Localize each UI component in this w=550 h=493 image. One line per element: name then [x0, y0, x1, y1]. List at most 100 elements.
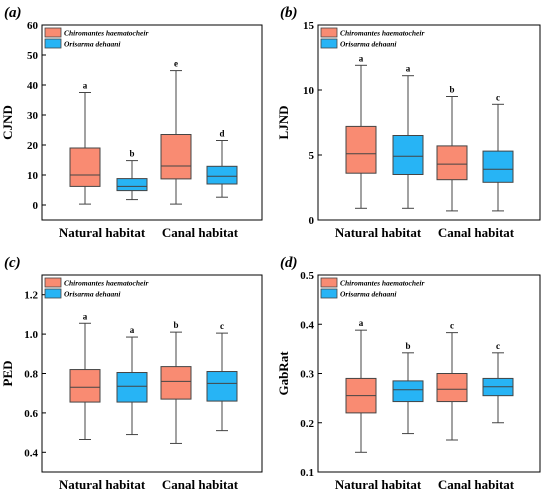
- significance-letter: c: [496, 92, 500, 102]
- legend-swatch: [44, 288, 62, 299]
- box-iqr: [69, 147, 101, 187]
- box-canal-habitat-series-2: c: [482, 92, 514, 212]
- legend-label: Chiromantes haematocheir: [340, 279, 424, 288]
- legend-label: Chiromantes haematocheir: [64, 29, 148, 38]
- x-category-label: Natural habitat: [59, 225, 146, 240]
- significance-letter: a: [83, 81, 88, 91]
- box-natural-habitat-series-1: a: [69, 81, 101, 205]
- legend-swatch: [320, 288, 338, 299]
- x-category-label: Natural habitat: [335, 225, 422, 240]
- box-iqr: [206, 371, 238, 402]
- significance-letter: b: [129, 149, 134, 159]
- significance-letter: e: [174, 59, 178, 69]
- y-tick-label: 60: [27, 20, 39, 32]
- box-natural-habitat-series-2: a: [116, 325, 148, 436]
- y-tick-label: 30: [27, 110, 39, 122]
- box-iqr: [392, 380, 424, 403]
- y-tick-label: 20: [27, 140, 39, 152]
- y-tick-label: 0.4: [300, 319, 314, 331]
- y-tick-label: 50: [27, 50, 39, 62]
- legend-swatch: [44, 27, 62, 38]
- box-iqr: [116, 372, 148, 403]
- panel-1: (a) CJND 0 10 20 30 40 50 60 Natural habitat Canal…: [0, 5, 263, 240]
- y-tick-label: 0: [309, 215, 315, 227]
- significance-letter: b: [449, 85, 454, 95]
- panel-3: (c) PED 0.4 0.6 0.8 1.0 1.2 Natural habitat Cana…: [0, 255, 263, 492]
- legend-label: Orisarma dehaani: [340, 40, 397, 49]
- y-tick-label: 0.4: [24, 447, 38, 459]
- x-category-label: Canal habitat: [438, 477, 515, 492]
- panel-2: (b) LJND 0 5 10 15 Natural habitat Canal habita…: [276, 5, 541, 240]
- legend: Chiromantes haematocheir Orisarma dehaani: [44, 27, 148, 49]
- x-category-label: Natural habitat: [59, 477, 146, 492]
- x-category-label: Natural habitat: [335, 477, 422, 492]
- y-tick-label: 0.5: [300, 270, 314, 282]
- legend-swatch: [320, 277, 338, 288]
- box-iqr: [436, 145, 468, 181]
- box-natural-habitat-series-2: b: [116, 149, 148, 201]
- x-category-label: Canal habitat: [438, 225, 515, 240]
- box-iqr: [116, 178, 148, 192]
- y-tick-label: 40: [27, 80, 39, 92]
- box-canal-habitat-series-2: d: [206, 129, 238, 198]
- x-category-label: Canal habitat: [162, 477, 239, 492]
- significance-letter: a: [359, 318, 364, 328]
- y-axis-label: GabRat: [276, 351, 291, 396]
- box-natural-habitat-series-2: a: [392, 64, 424, 209]
- significance-letter: a: [359, 53, 364, 63]
- significance-letter: a: [130, 325, 135, 335]
- y-tick-label: 0.8: [24, 369, 38, 381]
- legend-swatch: [320, 38, 338, 49]
- box-canal-habitat-series-1: c: [436, 321, 468, 441]
- significance-letter: c: [450, 321, 454, 331]
- box-natural-habitat-series-1: a: [69, 311, 101, 440]
- significance-letter: a: [83, 311, 88, 321]
- significance-letter: c: [220, 321, 224, 331]
- box-iqr: [436, 373, 468, 403]
- y-tick-label: 1.2: [24, 290, 38, 302]
- y-tick-label: 0.3: [300, 369, 314, 381]
- y-axis-label: LJND: [276, 106, 291, 140]
- legend: Chiromantes haematocheir Orisarma dehaani: [44, 277, 148, 299]
- panel-label: (b): [280, 5, 298, 21]
- legend-label: Chiromantes haematocheir: [64, 279, 148, 288]
- box-natural-habitat-series-1: a: [345, 318, 377, 453]
- panel-label: (c): [4, 255, 21, 271]
- legend-label: Orisarma dehaani: [340, 290, 397, 299]
- box-iqr: [206, 165, 238, 185]
- y-axis-label: PED: [0, 361, 15, 387]
- box-canal-habitat-series-1: b: [160, 320, 192, 444]
- y-tick-label: 1.0: [24, 329, 38, 341]
- legend: Chiromantes haematocheir Orisarma dehaani: [320, 277, 424, 299]
- y-tick-label: 5: [309, 150, 315, 162]
- legend: Chiromantes haematocheir Orisarma dehaani: [320, 27, 424, 49]
- plot-frame: [41, 24, 263, 221]
- box-natural-habitat-series-1: a: [345, 53, 377, 209]
- legend-label: Chiromantes haematocheir: [340, 29, 424, 38]
- panel-label: (a): [4, 5, 22, 21]
- box-natural-habitat-series-2: b: [392, 341, 424, 435]
- legend-swatch: [44, 38, 62, 49]
- y-axis-label: CJND: [0, 105, 15, 140]
- box-canal-habitat-series-1: e: [160, 59, 192, 205]
- y-tick-label: 0.6: [24, 408, 38, 420]
- y-tick-label: 0.2: [300, 418, 314, 430]
- significance-letter: b: [173, 320, 178, 330]
- box-iqr: [69, 369, 101, 403]
- box-iqr: [160, 366, 192, 400]
- box-iqr: [160, 134, 192, 180]
- panel-4: (d) GabRat 0.1 0.2 0.3 0.4 0.5 Natural habitat C…: [276, 255, 541, 492]
- box-iqr: [345, 125, 377, 174]
- legend-label: Orisarma dehaani: [64, 40, 121, 49]
- y-tick-label: 0: [33, 200, 39, 212]
- legend-label: Orisarma dehaani: [64, 290, 121, 299]
- significance-letter: a: [406, 64, 411, 74]
- legend-swatch: [320, 27, 338, 38]
- legend-swatch: [44, 277, 62, 288]
- plot-frame: [317, 274, 541, 473]
- significance-letter: c: [496, 341, 500, 351]
- box-iqr: [392, 135, 424, 175]
- box-iqr: [482, 150, 514, 183]
- x-category-label: Canal habitat: [162, 225, 239, 240]
